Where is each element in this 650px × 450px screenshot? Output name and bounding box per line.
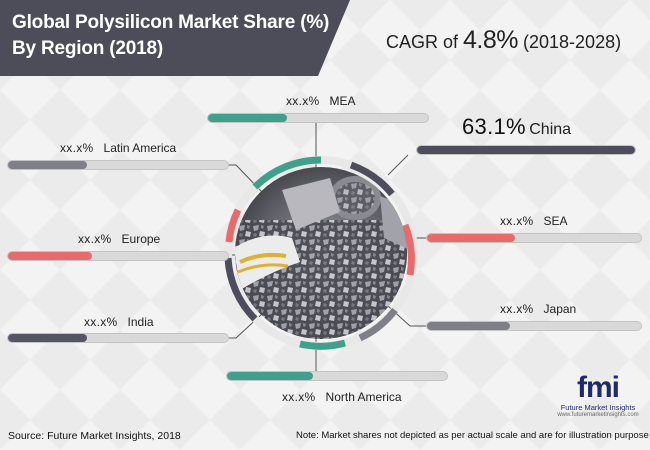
source-text: Source: Future Market Insights, 2018 bbox=[8, 430, 181, 442]
bar-track-mea bbox=[207, 113, 429, 123]
bar-region-north-america: North America bbox=[325, 390, 402, 404]
title-banner: Global Polysilicon Market Share (%) By R… bbox=[0, 0, 350, 76]
bar-fill-sea bbox=[427, 234, 515, 242]
bar-region-mea: MEA bbox=[329, 94, 356, 108]
chart-title-line2: By Region (2018) bbox=[12, 38, 163, 59]
bar-region-china: China bbox=[529, 121, 572, 138]
bar-region-india: India bbox=[127, 315, 154, 329]
title-banner-shape bbox=[0, 0, 350, 76]
chart-title-line1: Global Polysilicon Market Share (%) bbox=[12, 12, 330, 33]
cagr-period: (2018-2028) bbox=[518, 32, 622, 52]
cagr-value: 4.8% bbox=[463, 26, 519, 54]
bar-fill-india bbox=[8, 334, 88, 342]
bar-label-europe: xx.x% Europe bbox=[78, 232, 160, 246]
bar-value-latin-america: xx.x% bbox=[60, 141, 94, 155]
bar-region-europe: Europe bbox=[121, 232, 161, 246]
bar-value-china: 63.1% bbox=[462, 114, 526, 139]
bar-label-china: 63.1% China bbox=[462, 114, 571, 140]
bar-value-india: xx.x% bbox=[84, 315, 118, 329]
bar-label-mea: xx.x% MEA bbox=[286, 94, 356, 108]
bar-label-india: xx.x% India bbox=[84, 315, 154, 329]
bar-fill-latin-america bbox=[8, 161, 88, 169]
bar-value-north-america: xx.x% bbox=[282, 390, 316, 404]
bar-fill-europe bbox=[8, 252, 92, 260]
bar-region-sea: SEA bbox=[543, 214, 568, 228]
bar-label-latin-america: xx.x% Latin America bbox=[60, 141, 176, 155]
bar-value-japan: xx.x% bbox=[500, 302, 534, 316]
bar-fill-japan bbox=[427, 322, 511, 330]
bar-label-japan: xx.x% Japan bbox=[500, 302, 576, 316]
bar-track-japan bbox=[426, 321, 642, 331]
cagr-prefix: CAGR of bbox=[386, 32, 464, 52]
bar-track-sea bbox=[426, 233, 642, 243]
bar-value-sea: xx.x% bbox=[500, 214, 534, 228]
bar-track-china bbox=[416, 145, 636, 155]
logo-mark: fmi bbox=[577, 371, 620, 404]
logo-name: Future Market Insights bbox=[560, 403, 636, 412]
bar-track-north-america bbox=[226, 371, 448, 381]
bar-label-north-america: xx.x% North America bbox=[282, 390, 402, 404]
bar-value-mea: xx.x% bbox=[286, 94, 320, 108]
bar-region-latin-america: Latin America bbox=[103, 141, 177, 155]
bar-region-japan: Japan bbox=[543, 302, 577, 316]
bar-fill-mea bbox=[208, 114, 288, 122]
bar-track-india bbox=[7, 333, 229, 343]
bar-fill-china bbox=[417, 146, 635, 154]
bar-fill-north-america bbox=[227, 372, 313, 380]
note-text: Note: Market shares not depicted as per … bbox=[296, 430, 650, 441]
cagr-label: CAGR of 4.8% (2018-2028) bbox=[386, 26, 621, 55]
chart-title: Global Polysilicon Market Share (%) By R… bbox=[12, 10, 329, 62]
logo-url: www.futuremarketinsights.com bbox=[557, 412, 639, 418]
bar-track-europe bbox=[7, 251, 229, 261]
bar-label-sea: xx.x% SEA bbox=[500, 214, 568, 228]
fmi-logo: fmi Future Market Insights www.futuremar… bbox=[552, 373, 644, 419]
bar-value-europe: xx.x% bbox=[78, 232, 112, 246]
bar-track-latin-america bbox=[7, 160, 229, 170]
